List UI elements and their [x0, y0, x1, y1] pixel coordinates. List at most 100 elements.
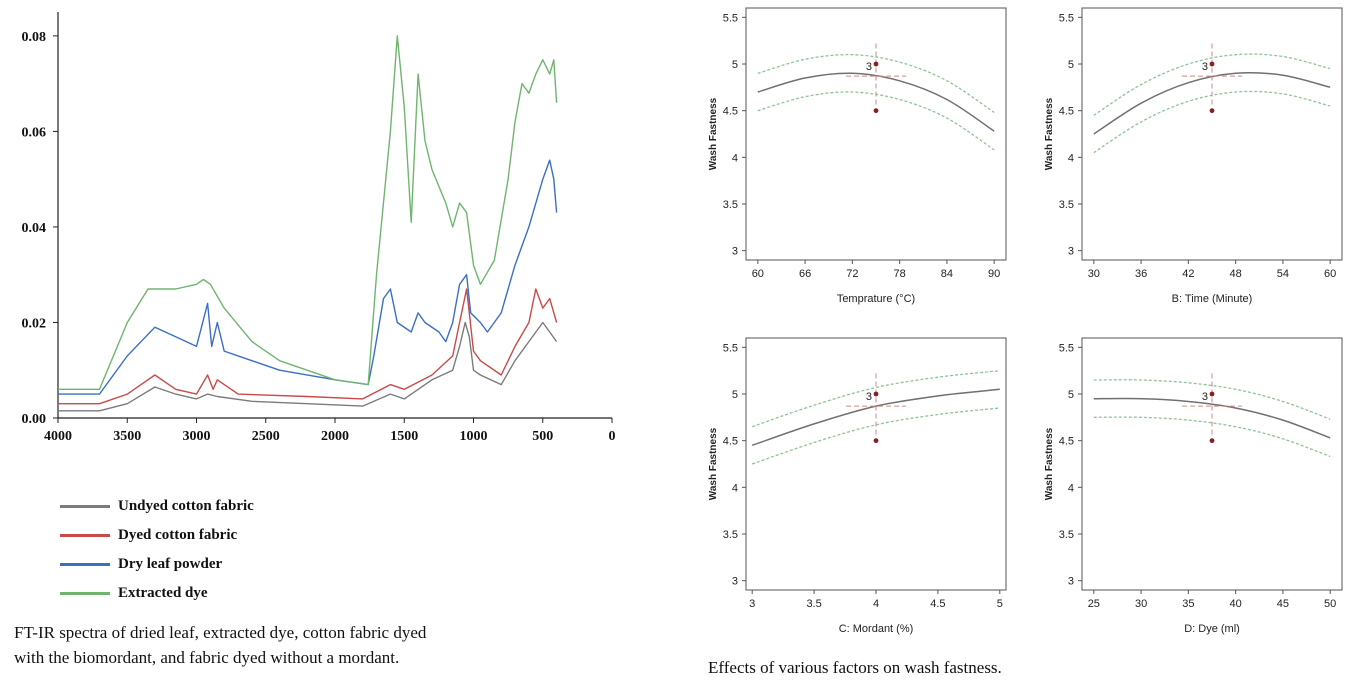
- wf-time-x-tick-label: 54: [1277, 268, 1289, 280]
- wf-temperature-x-tick-label: 90: [988, 268, 1000, 280]
- wf-temperature-design-point: [873, 61, 879, 67]
- wf-dye-x-tick-label: 30: [1135, 598, 1147, 610]
- wf-dye-y-tick-label: 4.5: [1059, 436, 1074, 448]
- wf-time-center-count-label: 3: [1202, 61, 1208, 73]
- wf-temperature-y-tick-label: 4.5: [723, 106, 738, 118]
- ftir-x-tick-label: 3000: [183, 429, 211, 444]
- legend-swatch-leaf: [60, 563, 110, 566]
- wf-temperature-x-tick-label: 78: [894, 268, 906, 280]
- wf-mordant-y-tick-label: 3: [732, 576, 738, 588]
- wf-dye-upper-line: [1093, 379, 1331, 420]
- wf-dye-y-tick-label: 5.5: [1059, 342, 1074, 354]
- wf-mordant-lower-line: [751, 407, 1000, 465]
- wf-temperature-center-count-label: 3: [866, 61, 872, 73]
- wf-time-x-axis-label: B: Time (Minute): [1172, 293, 1253, 305]
- wf-temperature-x-axis-label: Temprature (°C): [837, 293, 915, 305]
- wf-mordant-y-tick-label: 5.5: [723, 342, 738, 354]
- wash-fastness-temperature-chart: 60 66 72 78 84 90 3 3.5 4 4.5 5 5.5 Wash Fastness Tem…: [708, 7, 1007, 305]
- wf-mordant-y-tick-label: 4.5: [723, 436, 738, 448]
- ftir-caption-line-2: with the biomordant, and fabric dyed wit…: [14, 648, 400, 667]
- legend-item-dry-leaf: Dry leaf powder: [60, 550, 254, 579]
- wf-time-y-tick-label: 3.5: [1059, 199, 1074, 211]
- legend-item-dyed-cotton: Dyed cotton fabric: [60, 521, 254, 550]
- wf-dye-design-point: [1209, 391, 1215, 397]
- panel-time: 30 36 42 48 54 60 3 3.5 4 4.5 5 5.5 Wash Fastness B: …: [1026, 0, 1356, 323]
- ftir-y-tick-label: 0.06: [22, 125, 47, 140]
- wf-mordant-y-tick-label: 4: [732, 482, 738, 494]
- wf-time-x-tick-label: 42: [1182, 268, 1194, 280]
- wf-mordant-y-axis-label: Wash Fastness: [708, 427, 719, 500]
- ftir-x-tick-label: 2000: [321, 429, 349, 444]
- wf-dye-x-axis-label: D: Dye (ml): [1184, 623, 1240, 635]
- ftir-y-tick-label: 0.02: [22, 316, 47, 331]
- panel-mordant: 3 3.5 4 4.5 5 3 3.5 4 4.5 5 5.5 Wash Fastness C: Mor…: [690, 330, 1020, 653]
- legend-label-dye: Extracted dye: [118, 585, 208, 601]
- wf-dye-x-tick-label: 50: [1324, 598, 1336, 610]
- ftir-x-tick-label: 3500: [113, 429, 141, 444]
- legend-label-undyed: Undyed cotton fabric: [118, 498, 254, 514]
- wf-temperature-y-tick-label: 5: [732, 59, 738, 71]
- panel-dye: 25 30 35 40 45 50 3 3.5 4 4.5 5 5.5 Wash Fastness D: …: [1026, 330, 1356, 653]
- wf-time-y-tick-label: 4.5: [1059, 106, 1074, 118]
- wash-fastness-mordant-chart: 3 3.5 4 4.5 5 3 3.5 4 4.5 5 5.5 Wash Fastness C: Mor…: [708, 337, 1007, 635]
- wf-temperature-x-tick-label: 72: [846, 268, 858, 280]
- wf-time-y-tick-label: 5: [1068, 59, 1074, 71]
- legend-item-undyed-cotton: Undyed cotton fabric: [60, 492, 254, 521]
- wf-time-design-point: [1209, 108, 1215, 114]
- ftir-series-line-1: [58, 288, 558, 405]
- wf-temperature-design-point: [873, 108, 879, 114]
- wf-dye-center-count-label: 3: [1202, 391, 1208, 403]
- ftir-y-tick-label: 0.00: [22, 412, 47, 427]
- wf-temperature-y-tick-label: 4: [732, 152, 738, 164]
- wf-dye-x-tick-label: 40: [1230, 598, 1242, 610]
- ftir-y-tick-label: 0.04: [22, 221, 47, 236]
- wf-time-y-tick-label: 3: [1068, 246, 1074, 258]
- ftir-caption: FT-IR spectra of dried leaf, extracted d…: [14, 620, 614, 670]
- wf-temperature-upper-line: [757, 53, 995, 114]
- ftir-x-tick-label: 1500: [390, 429, 418, 444]
- wf-mordant-x-tick-label: 4.5: [930, 598, 945, 610]
- wf-mordant-x-tick-label: 3: [749, 598, 755, 610]
- wf-dye-x-tick-label: 35: [1182, 598, 1194, 610]
- wf-time-x-tick-label: 48: [1230, 268, 1242, 280]
- wf-dye-x-tick-label: 45: [1277, 598, 1289, 610]
- ftir-series-line-0: [58, 321, 558, 412]
- wf-time-y-tick-label: 4: [1068, 152, 1074, 164]
- wf-mordant-x-axis-label: C: Mordant (%): [839, 623, 914, 635]
- panel-temperature: 60 66 72 78 84 90 3 3.5 4 4.5 5 5.5 Wash Fastness Tem…: [690, 0, 1020, 323]
- wash-fastness-time-chart: 30 36 42 48 54 60 3 3.5 4 4.5 5 5.5 Wash Fastness B: …: [1044, 7, 1343, 305]
- wf-temperature-plot-frame: [745, 7, 1007, 261]
- wf-mordant-y-tick-label: 5: [732, 389, 738, 401]
- ftir-x-tick-label: 4000: [44, 429, 72, 444]
- wf-mordant-upper-line: [751, 370, 1000, 428]
- wf-temperature-y-axis-label: Wash Fastness: [708, 97, 719, 170]
- wf-mordant-x-tick-label: 4: [873, 598, 879, 610]
- wf-temperature-y-tick-label: 5.5: [723, 12, 738, 24]
- ftir-x-tick-label: 0: [609, 429, 616, 444]
- ftir-x-tick-label: 1000: [460, 429, 488, 444]
- wf-time-upper-line: [1093, 53, 1331, 116]
- wf-time-plot-frame: [1081, 7, 1343, 261]
- wf-mordant-center-count-label: 3: [866, 391, 872, 403]
- ftir-x-tick-label: 500: [532, 429, 553, 444]
- wf-dye-fit-line: [1093, 397, 1331, 439]
- ftir-spectra-chart: 4000 3500 3000 2500 2000 1500 1000 500 0 0.00 0.02…: [22, 12, 616, 444]
- wf-mordant-design-point: [873, 391, 879, 397]
- legend-label-dyed: Dyed cotton fabric: [118, 527, 238, 543]
- wash-fastness-caption: Effects of various factors on wash fastn…: [708, 658, 1002, 677]
- legend-swatch-dye: [60, 592, 110, 595]
- wf-time-y-tick-label: 5.5: [1059, 12, 1074, 24]
- wf-dye-x-tick-label: 25: [1088, 598, 1100, 610]
- legend-swatch-dyed: [60, 534, 110, 537]
- wash-fastness-dye-chart: 25 30 35 40 45 50 3 3.5 4 4.5 5 5.5 Wash Fastness D: …: [1044, 337, 1343, 635]
- ftir-y-tick-label: 0.08: [22, 30, 47, 45]
- ftir-series-line-3: [58, 35, 558, 390]
- wf-temperature-y-tick-label: 3.5: [723, 199, 738, 211]
- wf-time-y-axis-label: Wash Fastness: [1044, 97, 1055, 170]
- ftir-x-tick-label: 2500: [252, 429, 280, 444]
- wf-temperature-x-tick-label: 84: [941, 268, 953, 280]
- wf-time-design-point: [1209, 61, 1215, 67]
- wf-dye-design-point: [1209, 438, 1215, 444]
- ftir-series-line-2: [58, 159, 558, 395]
- wf-time-x-tick-label: 36: [1135, 268, 1147, 280]
